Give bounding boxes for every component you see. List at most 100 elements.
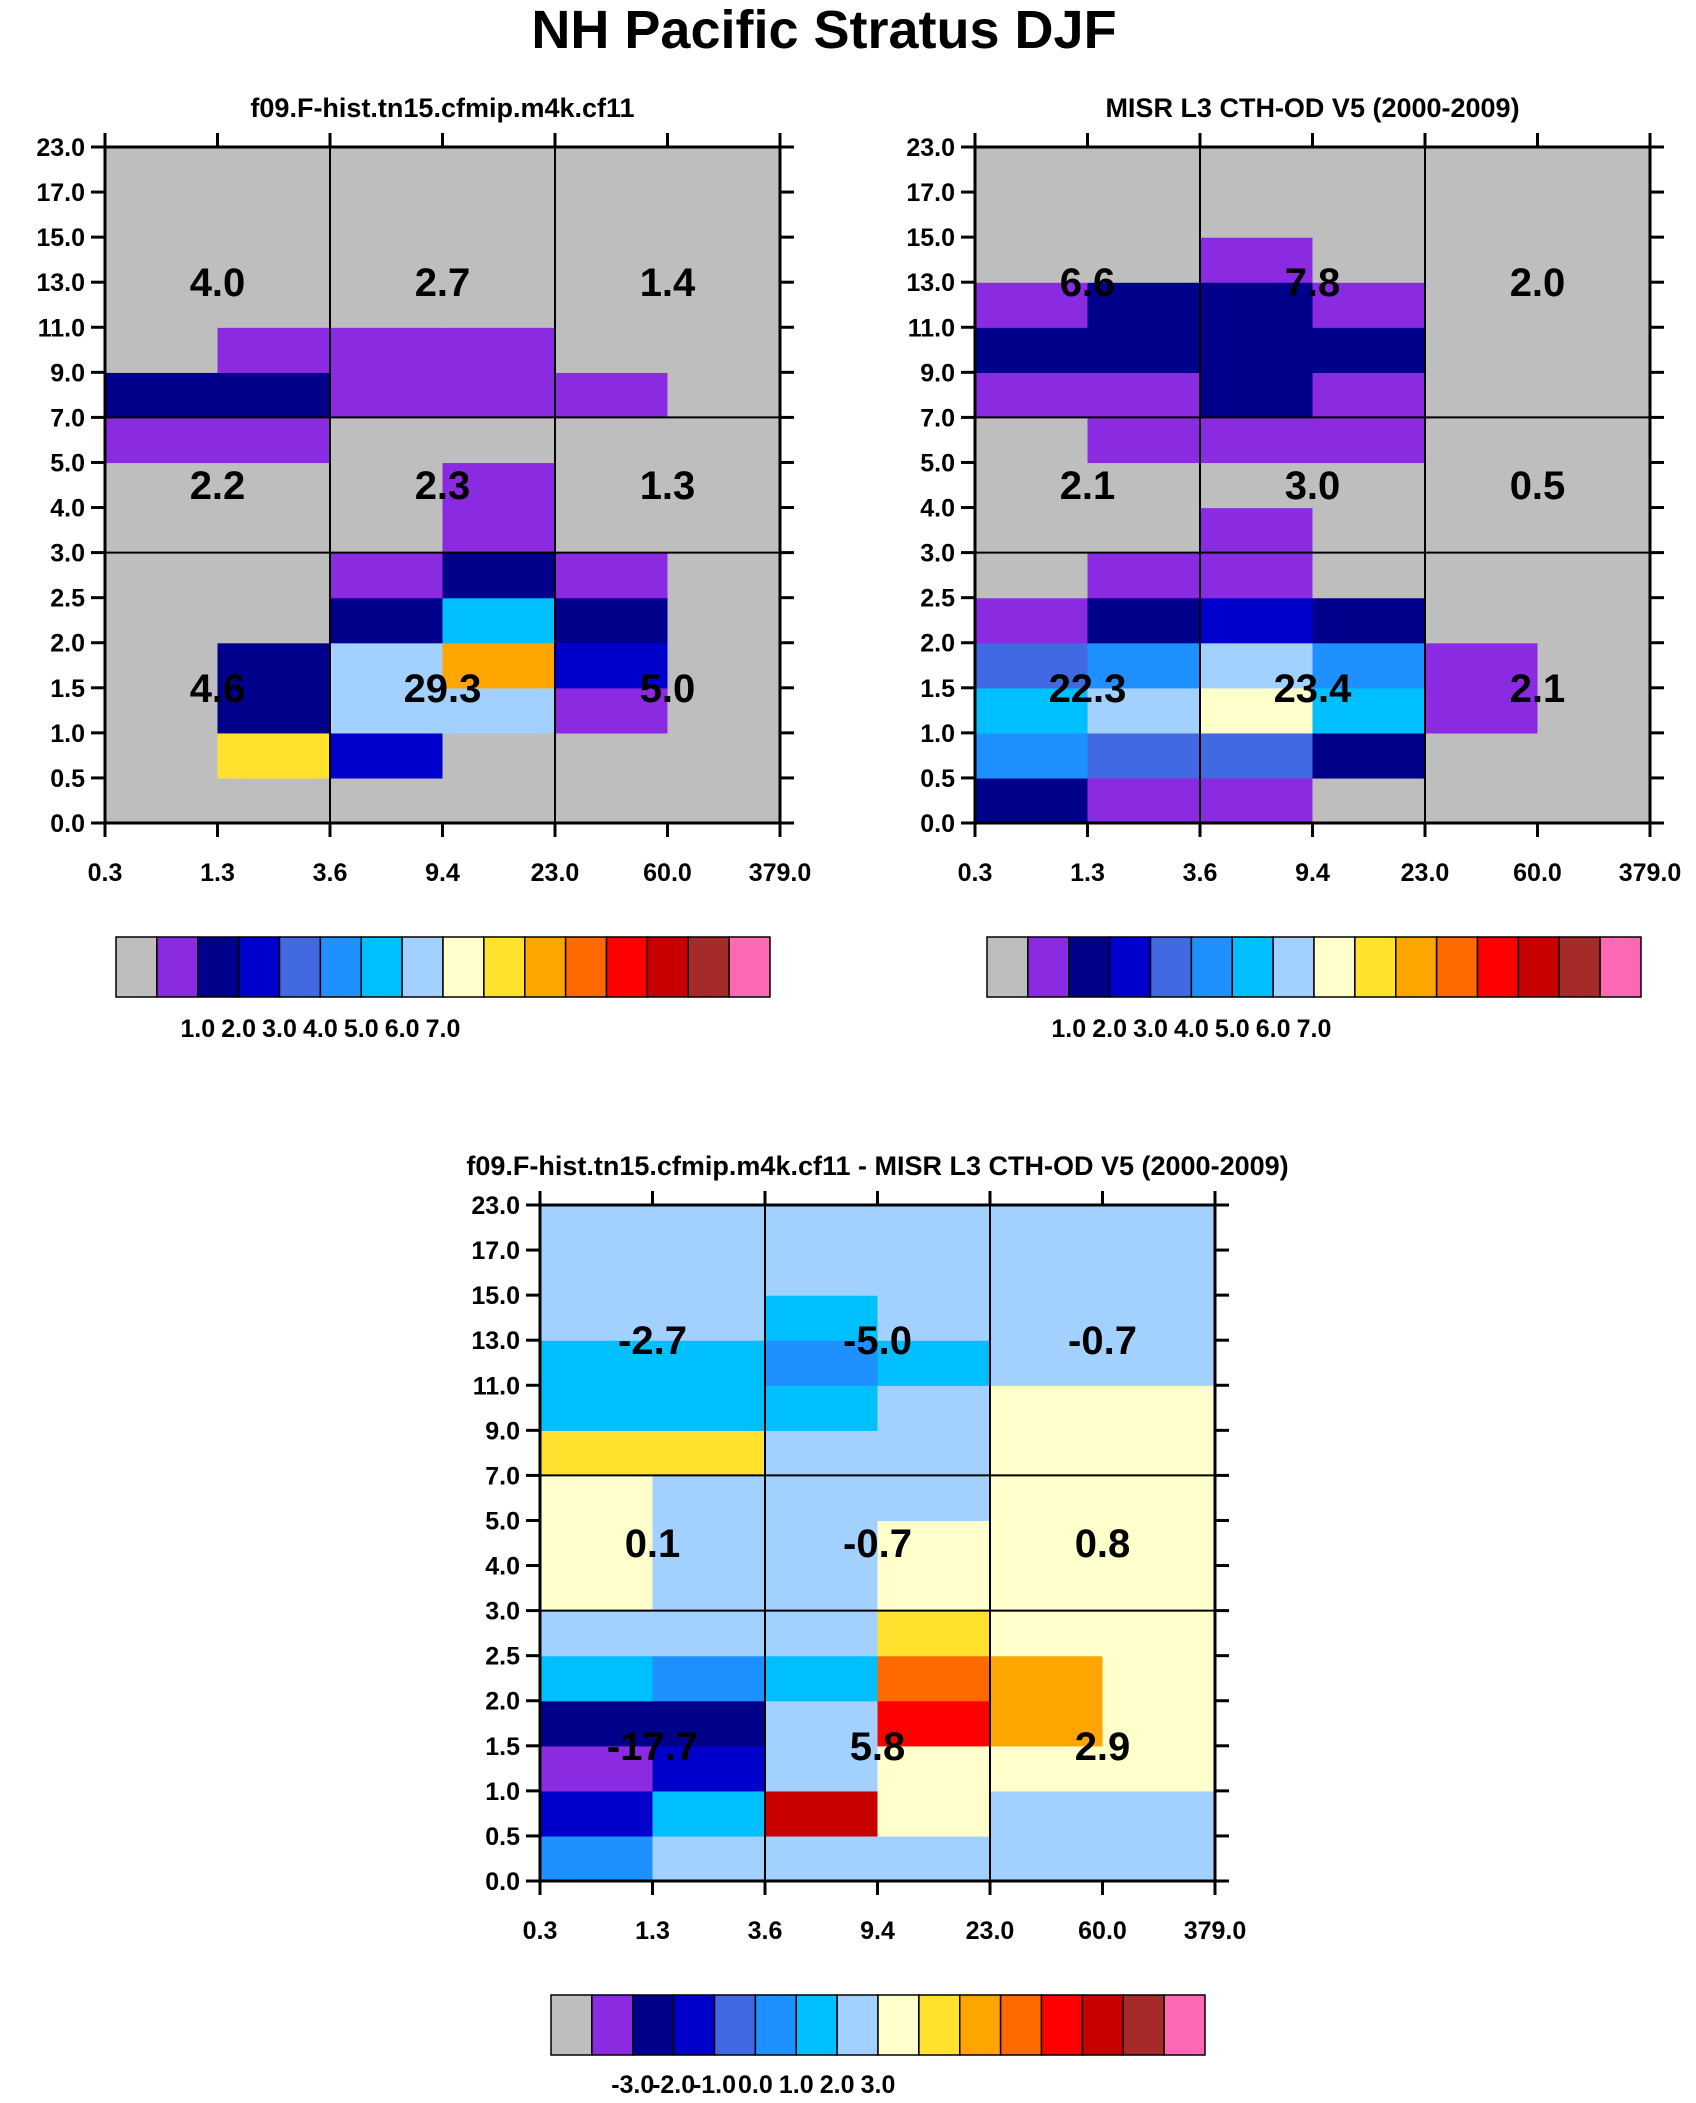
heatmap-cell bbox=[330, 687, 444, 734]
heatmap-cell bbox=[1200, 237, 1314, 283]
colorbar-label: 2.0 bbox=[820, 2071, 855, 2099]
colorbar-swatch bbox=[687, 936, 730, 998]
heatmap-cell bbox=[1537, 372, 1651, 418]
heatmap-cell bbox=[1425, 462, 1539, 509]
x-tick-label: 60.0 bbox=[1078, 1917, 1127, 1945]
heatmap-cell bbox=[217, 327, 331, 373]
colorbar-swatch bbox=[1027, 936, 1070, 998]
x-tick-label: 9.4 bbox=[860, 1917, 895, 1945]
colorbar-swatch bbox=[1272, 936, 1315, 998]
heatmap-cell bbox=[555, 372, 669, 418]
y-tick-label: 15.0 bbox=[36, 224, 85, 252]
heatmap-cell bbox=[652, 1430, 766, 1476]
colorbar-label: 5.0 bbox=[1215, 1015, 1250, 1043]
y-tick-label: 4.0 bbox=[485, 1553, 520, 1581]
heatmap-cell bbox=[1537, 237, 1651, 283]
heatmap-cell bbox=[330, 147, 444, 193]
heatmap-cell bbox=[1312, 327, 1426, 373]
y-tick-label: 11.0 bbox=[473, 1372, 520, 1400]
y-tick-label: 7.0 bbox=[920, 404, 955, 432]
colorbar-swatch bbox=[1313, 936, 1356, 998]
heatmap-cell bbox=[1200, 417, 1314, 464]
y-tick-label: 2.0 bbox=[50, 630, 85, 658]
heatmap-cell bbox=[975, 417, 1089, 464]
heatmap-cell bbox=[990, 1610, 1104, 1657]
x-tick-label: 379.0 bbox=[749, 859, 812, 887]
y-tick-label: 17.0 bbox=[906, 179, 955, 207]
colorbar-swatch bbox=[877, 1994, 920, 2056]
heatmap-cell bbox=[1200, 552, 1314, 599]
y-tick-label: 15.0 bbox=[906, 224, 955, 252]
heatmap-cell bbox=[1102, 1520, 1216, 1567]
heatmap-cell bbox=[667, 642, 781, 689]
heatmap-cell bbox=[105, 507, 219, 554]
heatmap-cell bbox=[1087, 777, 1201, 824]
colorbar-swatch bbox=[1354, 936, 1397, 998]
colorbar-swatch bbox=[1108, 936, 1152, 998]
heatmap-cell bbox=[442, 282, 556, 328]
heatmap-cell bbox=[105, 417, 219, 464]
heatmap-cell bbox=[652, 1790, 766, 1837]
colorbar-label: 3.0 bbox=[1133, 1015, 1168, 1043]
heatmap-cell bbox=[1200, 732, 1314, 779]
y-tick-label: 1.0 bbox=[50, 720, 85, 748]
heatmap-cell bbox=[975, 462, 1089, 509]
panel-1: f09.F-hist.tn15.cfmip.m4k.cf110.00.51.01… bbox=[36, 93, 811, 1043]
y-tick-label: 3.0 bbox=[50, 540, 85, 568]
y-tick-label: 13.0 bbox=[36, 269, 85, 297]
colorbar-label: 4.0 bbox=[1174, 1015, 1209, 1043]
heatmap-cell bbox=[990, 1340, 1104, 1386]
heatmap-cell bbox=[877, 1790, 991, 1837]
heatmap-cell bbox=[765, 1745, 879, 1792]
heatmap-cell bbox=[990, 1205, 1104, 1251]
heatmap-cell bbox=[442, 597, 556, 644]
y-tick-label: 0.5 bbox=[485, 1823, 520, 1851]
main-title: NH Pacific Stratus DJF bbox=[531, 0, 1116, 60]
x-tick-label: 3.6 bbox=[313, 859, 348, 887]
heatmap-cell bbox=[330, 462, 444, 509]
y-tick-label: 5.0 bbox=[920, 449, 955, 477]
colorbar-swatch bbox=[836, 1994, 879, 2056]
colorbar-label: 7.0 bbox=[1297, 1015, 1332, 1043]
heatmap-cell bbox=[765, 1520, 879, 1567]
heatmap-cell bbox=[1537, 642, 1651, 689]
x-tick-label: 1.3 bbox=[200, 859, 235, 887]
colorbar-swatch bbox=[1558, 936, 1601, 998]
heatmap-cell bbox=[105, 687, 219, 734]
heatmap-cell bbox=[540, 1745, 654, 1792]
heatmap-cell bbox=[877, 1835, 991, 1882]
x-tick-label: 0.3 bbox=[523, 1917, 558, 1945]
colorbar-swatch bbox=[713, 1994, 757, 2056]
heatmap-cell bbox=[1312, 147, 1426, 193]
heatmap-cell bbox=[555, 642, 669, 689]
heatmap-cell bbox=[555, 777, 669, 824]
heatmap-cell bbox=[540, 1610, 654, 1657]
heatmap-cell bbox=[555, 147, 669, 193]
heatmap-cell bbox=[652, 1565, 766, 1612]
heatmap-cell bbox=[1312, 372, 1426, 418]
heatmap-cell bbox=[1425, 282, 1539, 328]
colorbar: -3.0-2.0-1.0 0.0 1.0 2.0 3.0 bbox=[550, 1994, 1206, 2099]
colorbar-swatch bbox=[115, 936, 158, 998]
x-tick-label: 0.3 bbox=[88, 859, 123, 887]
heatmap-cell bbox=[105, 192, 219, 238]
heatmap-cell bbox=[1102, 1655, 1216, 1702]
colorbar-swatch bbox=[1081, 1994, 1124, 2056]
heatmap-cell bbox=[105, 147, 219, 193]
heatmap-cell bbox=[1425, 507, 1539, 554]
colorbar-swatch bbox=[319, 936, 362, 998]
colorbar-swatch bbox=[401, 936, 444, 998]
group-total-label: 6.6 bbox=[1060, 261, 1116, 305]
colorbar-swatch bbox=[1517, 936, 1560, 998]
y-tick-label: 3.0 bbox=[920, 540, 955, 568]
heatmap-cell bbox=[217, 687, 331, 734]
heatmap-cell bbox=[330, 597, 444, 644]
heatmap-cell bbox=[540, 1430, 654, 1476]
heatmap-cell bbox=[990, 1700, 1104, 1747]
y-tick-label: 13.0 bbox=[471, 1327, 520, 1355]
heatmap-cell bbox=[1087, 732, 1201, 779]
colorbar-swatch bbox=[959, 1994, 1002, 2056]
colorbar-swatch bbox=[986, 936, 1029, 998]
colorbar-swatch bbox=[1040, 1994, 1084, 2056]
heatmap-cell bbox=[990, 1745, 1104, 1792]
